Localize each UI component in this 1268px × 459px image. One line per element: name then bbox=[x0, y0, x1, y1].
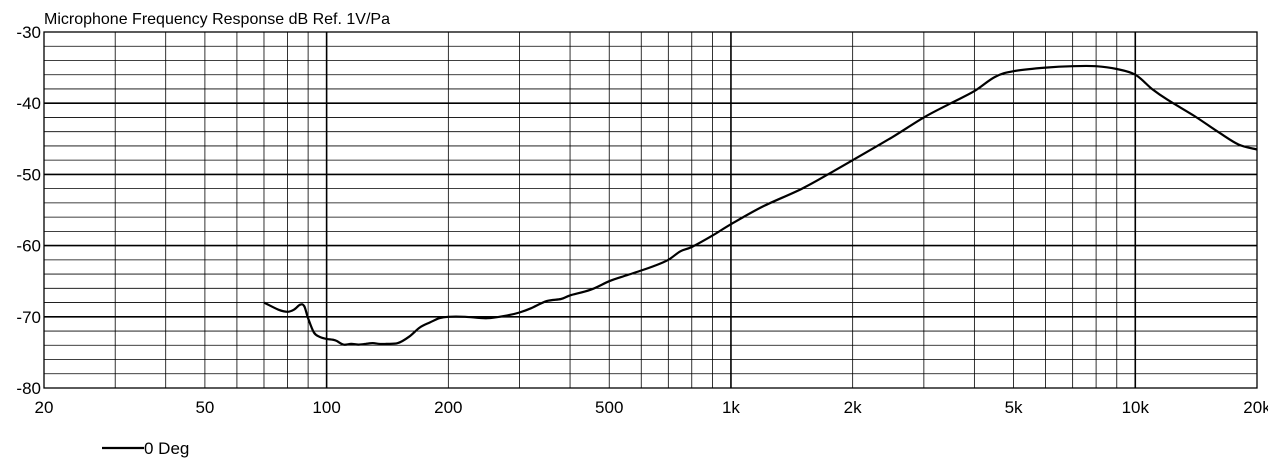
legend: 0 Deg bbox=[102, 439, 189, 458]
y-tick-label: -70 bbox=[16, 308, 41, 327]
y-tick-label: -60 bbox=[16, 237, 41, 256]
x-tick-label: 5k bbox=[1005, 398, 1023, 417]
x-tick-label: 20k bbox=[1243, 398, 1268, 417]
x-tick-label: 500 bbox=[595, 398, 623, 417]
legend-label-0-deg: 0 Deg bbox=[144, 439, 189, 458]
x-tick-label: 2k bbox=[844, 398, 862, 417]
x-tick-label: 10k bbox=[1122, 398, 1150, 417]
chart-title: Microphone Frequency Response dB Ref. 1V… bbox=[44, 11, 390, 28]
y-tick-label: -30 bbox=[16, 23, 41, 42]
y-tick-label: -80 bbox=[16, 379, 41, 398]
x-tick-label: 50 bbox=[195, 398, 214, 417]
x-tick-label: 20 bbox=[35, 398, 54, 417]
x-tick-labels: 20 50 100 200 500 1k 2k 5k 10k 20k bbox=[35, 398, 1268, 417]
grid-major bbox=[44, 32, 1257, 388]
x-tick-label: 100 bbox=[312, 398, 340, 417]
x-tick-label: 200 bbox=[434, 398, 462, 417]
x-tick-label: 1k bbox=[722, 398, 740, 417]
plot-frame bbox=[44, 32, 1257, 388]
y-tick-label: -50 bbox=[16, 165, 41, 184]
grid-minor bbox=[44, 32, 1257, 388]
y-tick-labels: -30 -40 -50 -60 -70 -80 bbox=[16, 23, 41, 398]
y-tick-label: -40 bbox=[16, 94, 41, 113]
